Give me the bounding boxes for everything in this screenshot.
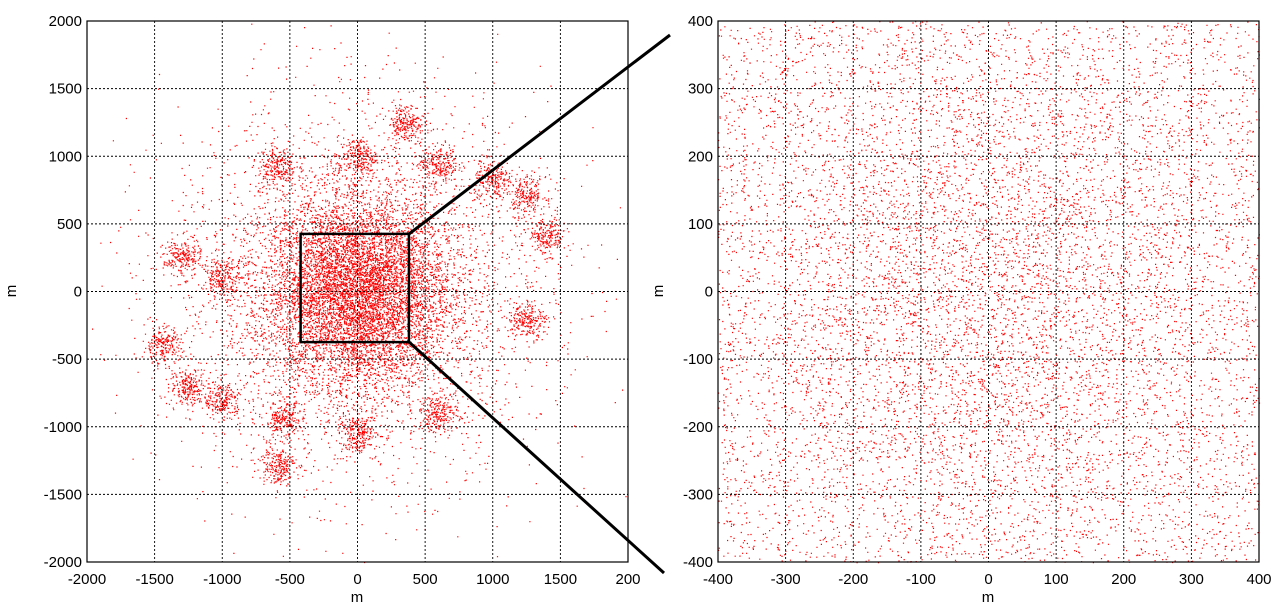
left-x-tick-label: -500 (275, 571, 305, 588)
left-y-axis-label: m (3, 285, 20, 298)
right-x-tick-label: 300 (1179, 571, 1204, 588)
zoom-connector-lines (407, 33, 671, 575)
left-y-tick-label: 500 (57, 216, 82, 233)
right-y-tick-label: 0 (705, 284, 713, 301)
left-x-tick-label: 0 (353, 571, 361, 588)
origin-marker (985, 288, 992, 295)
left-x-tick-label: 1000 (476, 571, 509, 588)
right-x-tick-label: 100 (1044, 571, 1069, 588)
left-x-tick-label: 1500 (544, 571, 577, 588)
right-x-tick-label: 0 (984, 571, 992, 588)
right-x-tick-label: -100 (906, 571, 936, 588)
right-y-tick-label: 300 (688, 81, 713, 98)
right-y-tick-label: -100 (683, 351, 713, 368)
right-x-tick-label: -200 (838, 571, 868, 588)
left-y-tick-label: -1500 (44, 486, 82, 503)
left-y-tick-label: -2000 (44, 554, 82, 571)
right-points (718, 21, 1261, 564)
zoom-connector-bottom (407, 340, 666, 575)
right-y-tick-labels: -400 -300 -200 -100 0 100 200 300 400 (683, 13, 713, 571)
left-y-tick-label: -500 (52, 351, 82, 368)
left-y-tick-label: 2000 (49, 13, 82, 30)
left-y-tick-label: -1000 (44, 419, 82, 436)
left-zoom-box (299, 232, 411, 344)
right-x-tick-label: -400 (703, 571, 733, 588)
right-y-tick-label: 100 (688, 216, 713, 233)
left-y-tick-label: 1500 (49, 81, 82, 98)
zoom-connector-top (408, 33, 671, 236)
right-y-tick-label: -400 (683, 554, 713, 571)
left-scatter-chart: -2000 -1500 -1000 -500 0 500 1000 1500 200 -2000… (3, 13, 641, 603)
left-x-tick-label: -1000 (203, 571, 241, 588)
left-x-tick-labels: -2000 -1500 -1000 -500 0 500 1000 1500 200 (68, 571, 641, 588)
left-x-tick-label: -2000 (68, 571, 106, 588)
left-plot-frame (86, 20, 629, 563)
left-x-axis-label: m (351, 589, 364, 603)
right-y-tick-label: -200 (683, 419, 713, 436)
left-y-tick-label: 1000 (49, 148, 82, 165)
right-plot-frame (717, 20, 1260, 563)
right-y-axis-label: m (650, 285, 667, 298)
right-scatter-chart: -400 -300 -200 -100 0 100 200 300 400 -400 -300 -2… (650, 13, 1272, 603)
right-x-tick-labels: -400 -300 -200 -100 0 100 200 300 400 (703, 571, 1272, 588)
left-y-tick-labels: -2000 -1500 -1000 -500 0 500 1000 1500 2000 (44, 13, 82, 571)
right-x-axis-label: m (982, 589, 995, 603)
right-x-tick-label: 200 (1111, 571, 1136, 588)
left-x-tick-label: -1500 (135, 571, 173, 588)
left-y-tick-label: 0 (74, 284, 82, 301)
right-scatter-points (718, 21, 1261, 564)
right-x-tick-label: 400 (1246, 571, 1271, 588)
right-y-tick-label: -300 (683, 486, 713, 503)
right-y-tick-label: 200 (688, 148, 713, 165)
right-y-tick-label: 400 (688, 13, 713, 30)
right-x-tick-label: -300 (771, 571, 801, 588)
origin-marker-cross (985, 288, 992, 295)
left-x-tick-label: 200 (615, 571, 640, 588)
left-x-tick-label: 500 (413, 571, 438, 588)
